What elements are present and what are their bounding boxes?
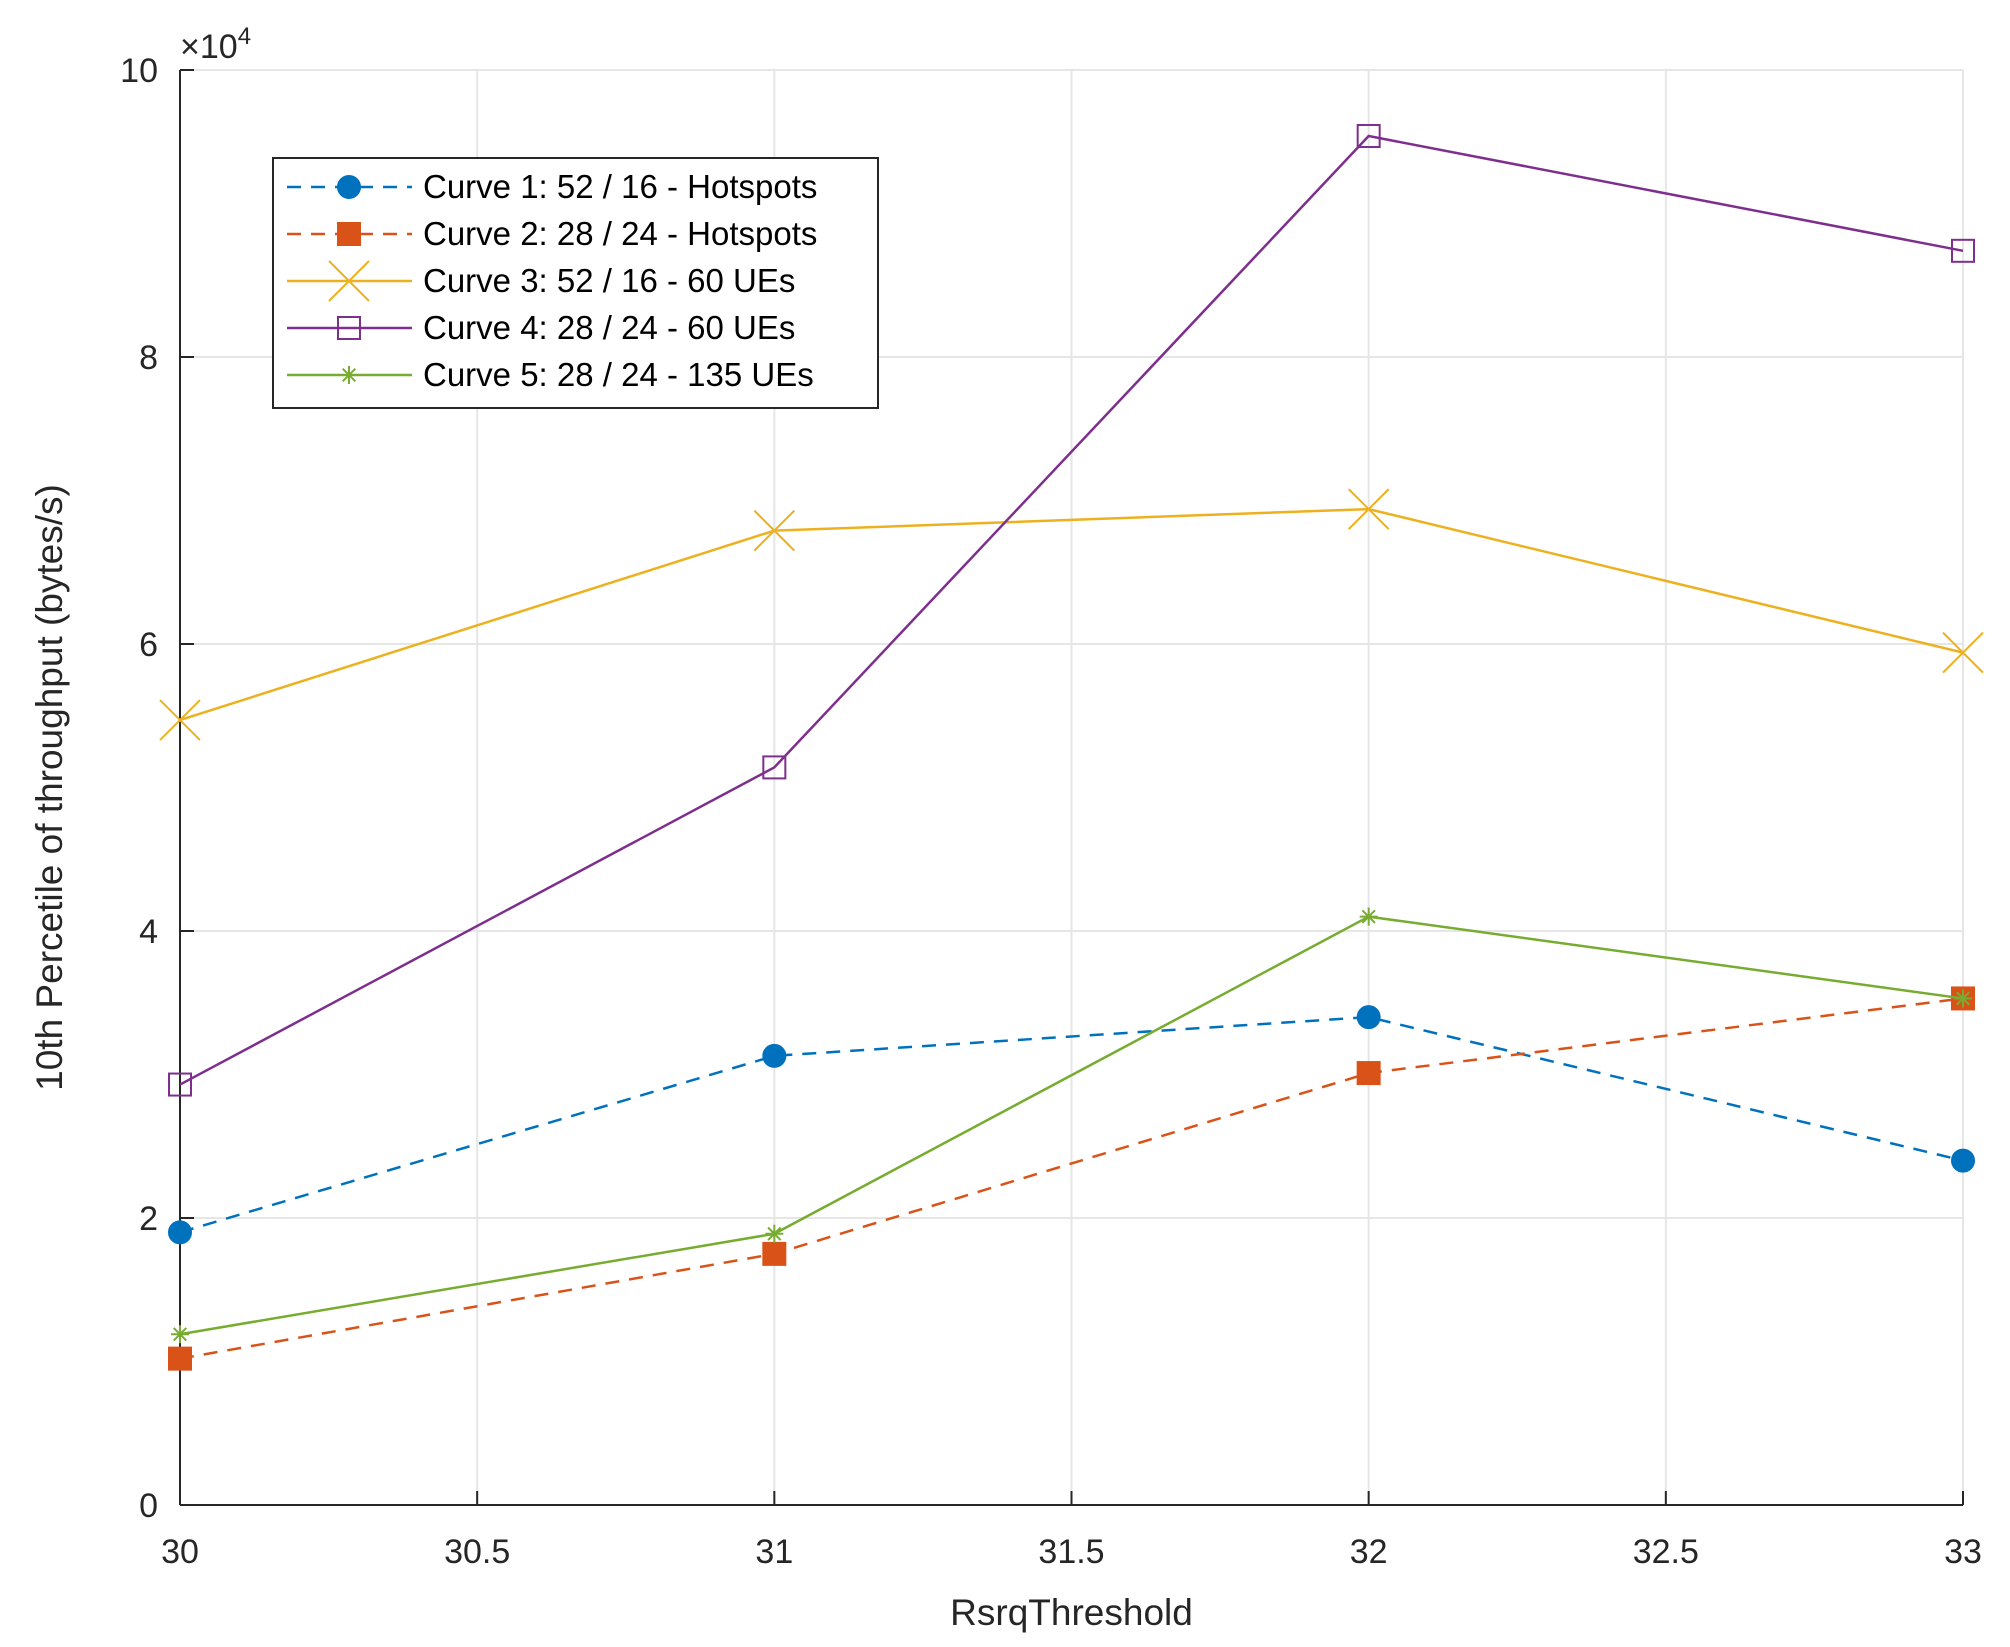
legend-label: Curve 4: 28 / 24 - 60 UEs	[423, 309, 795, 346]
series-4-point	[1356, 124, 1381, 149]
legend-item: Curve 2: 28 / 24 - Hotspots	[287, 215, 817, 252]
series-1-line	[179, 1015, 1964, 1234]
series-2-point	[762, 1241, 787, 1266]
legend-label: Curve 5: 28 / 24 - 135 UEs	[423, 356, 814, 393]
legend-swatch-marker	[337, 222, 361, 246]
ticks: 30 30.5 31 31.5 32 32.5 33 0 2 4 6 8 10	[120, 52, 1982, 1571]
x-tick-label: 30.5	[444, 1533, 510, 1571]
legend-item: Curve 3: 52 / 16 - 60 UEs	[287, 260, 795, 302]
series-3-point	[753, 509, 796, 552]
y-tick-label: 0	[139, 1487, 158, 1525]
x-tick-label: 30	[161, 1533, 199, 1571]
legend-box	[272, 157, 879, 409]
series-3-point	[1347, 488, 1390, 530]
x-tick-label: 33	[1944, 1533, 1982, 1571]
legend-item: Curve 1: 52 / 16 - Hotspots	[287, 168, 817, 205]
legend-item: Curve 5: 28 / 24 - 135 UEs	[287, 356, 814, 393]
series-3-point	[1942, 631, 1984, 674]
series-1-point	[1356, 1005, 1381, 1030]
y-axis-title: 10th Percetile of throughput (bytes/s)	[29, 484, 70, 1091]
legend-label: Curve 2: 28 / 24 - Hotspots	[423, 215, 817, 252]
legend-swatch-marker	[340, 366, 358, 384]
legend-swatch-marker	[328, 260, 370, 302]
series-5	[171, 907, 1972, 1344]
series-2-point	[1356, 1061, 1381, 1086]
legend: Curve 1: 52 / 16 - Hotspots Curve 2: 28 /…	[272, 157, 879, 409]
x-axis-title: RsrqThreshold	[950, 1592, 1193, 1633]
series-4	[168, 124, 1975, 1097]
x-tick-label: 32	[1350, 1533, 1388, 1571]
x-tick-label: 31	[755, 1533, 793, 1571]
y-axis-exponent: ×104	[180, 23, 251, 66]
series-2-point	[168, 1346, 192, 1371]
series-1	[168, 1005, 1975, 1245]
series-5-point	[1359, 907, 1378, 926]
y-tick-label: 4	[139, 913, 158, 951]
series-2-line	[179, 997, 1964, 1360]
series-3-line	[179, 507, 1964, 722]
legend-label: Curve 1: 52 / 16 - Hotspots	[423, 168, 817, 205]
series-5-line	[179, 915, 1964, 1336]
series-3-point	[159, 699, 201, 741]
series-3	[159, 488, 1984, 741]
series-5-point	[765, 1224, 784, 1243]
series-4-point	[1951, 238, 1975, 263]
series-4-line	[179, 134, 1964, 1086]
series-4-point	[762, 755, 787, 780]
series-1-point	[1951, 1148, 1975, 1173]
series-5-point	[171, 1325, 189, 1344]
series-1-point	[762, 1043, 787, 1068]
legend-label: Curve 3: 52 / 16 - 60 UEs	[423, 262, 795, 299]
x-tick-label: 31.5	[1038, 1533, 1104, 1571]
y-tick-label: 8	[139, 339, 158, 377]
legend-swatch-marker	[337, 175, 361, 199]
series-4-point	[168, 1072, 192, 1097]
y-tick-label: 6	[139, 626, 158, 664]
y-tick-label: 2	[139, 1200, 158, 1238]
series-1-point	[168, 1220, 192, 1245]
series-5-point	[1954, 989, 1972, 1008]
x-tick-label: 32.5	[1633, 1533, 1699, 1571]
series-layer	[159, 124, 1984, 1371]
legend-item: Curve 4: 28 / 24 - 60 UEs	[287, 309, 795, 346]
legend-swatch-marker	[337, 316, 361, 340]
y-tick-label: 10	[120, 52, 158, 90]
